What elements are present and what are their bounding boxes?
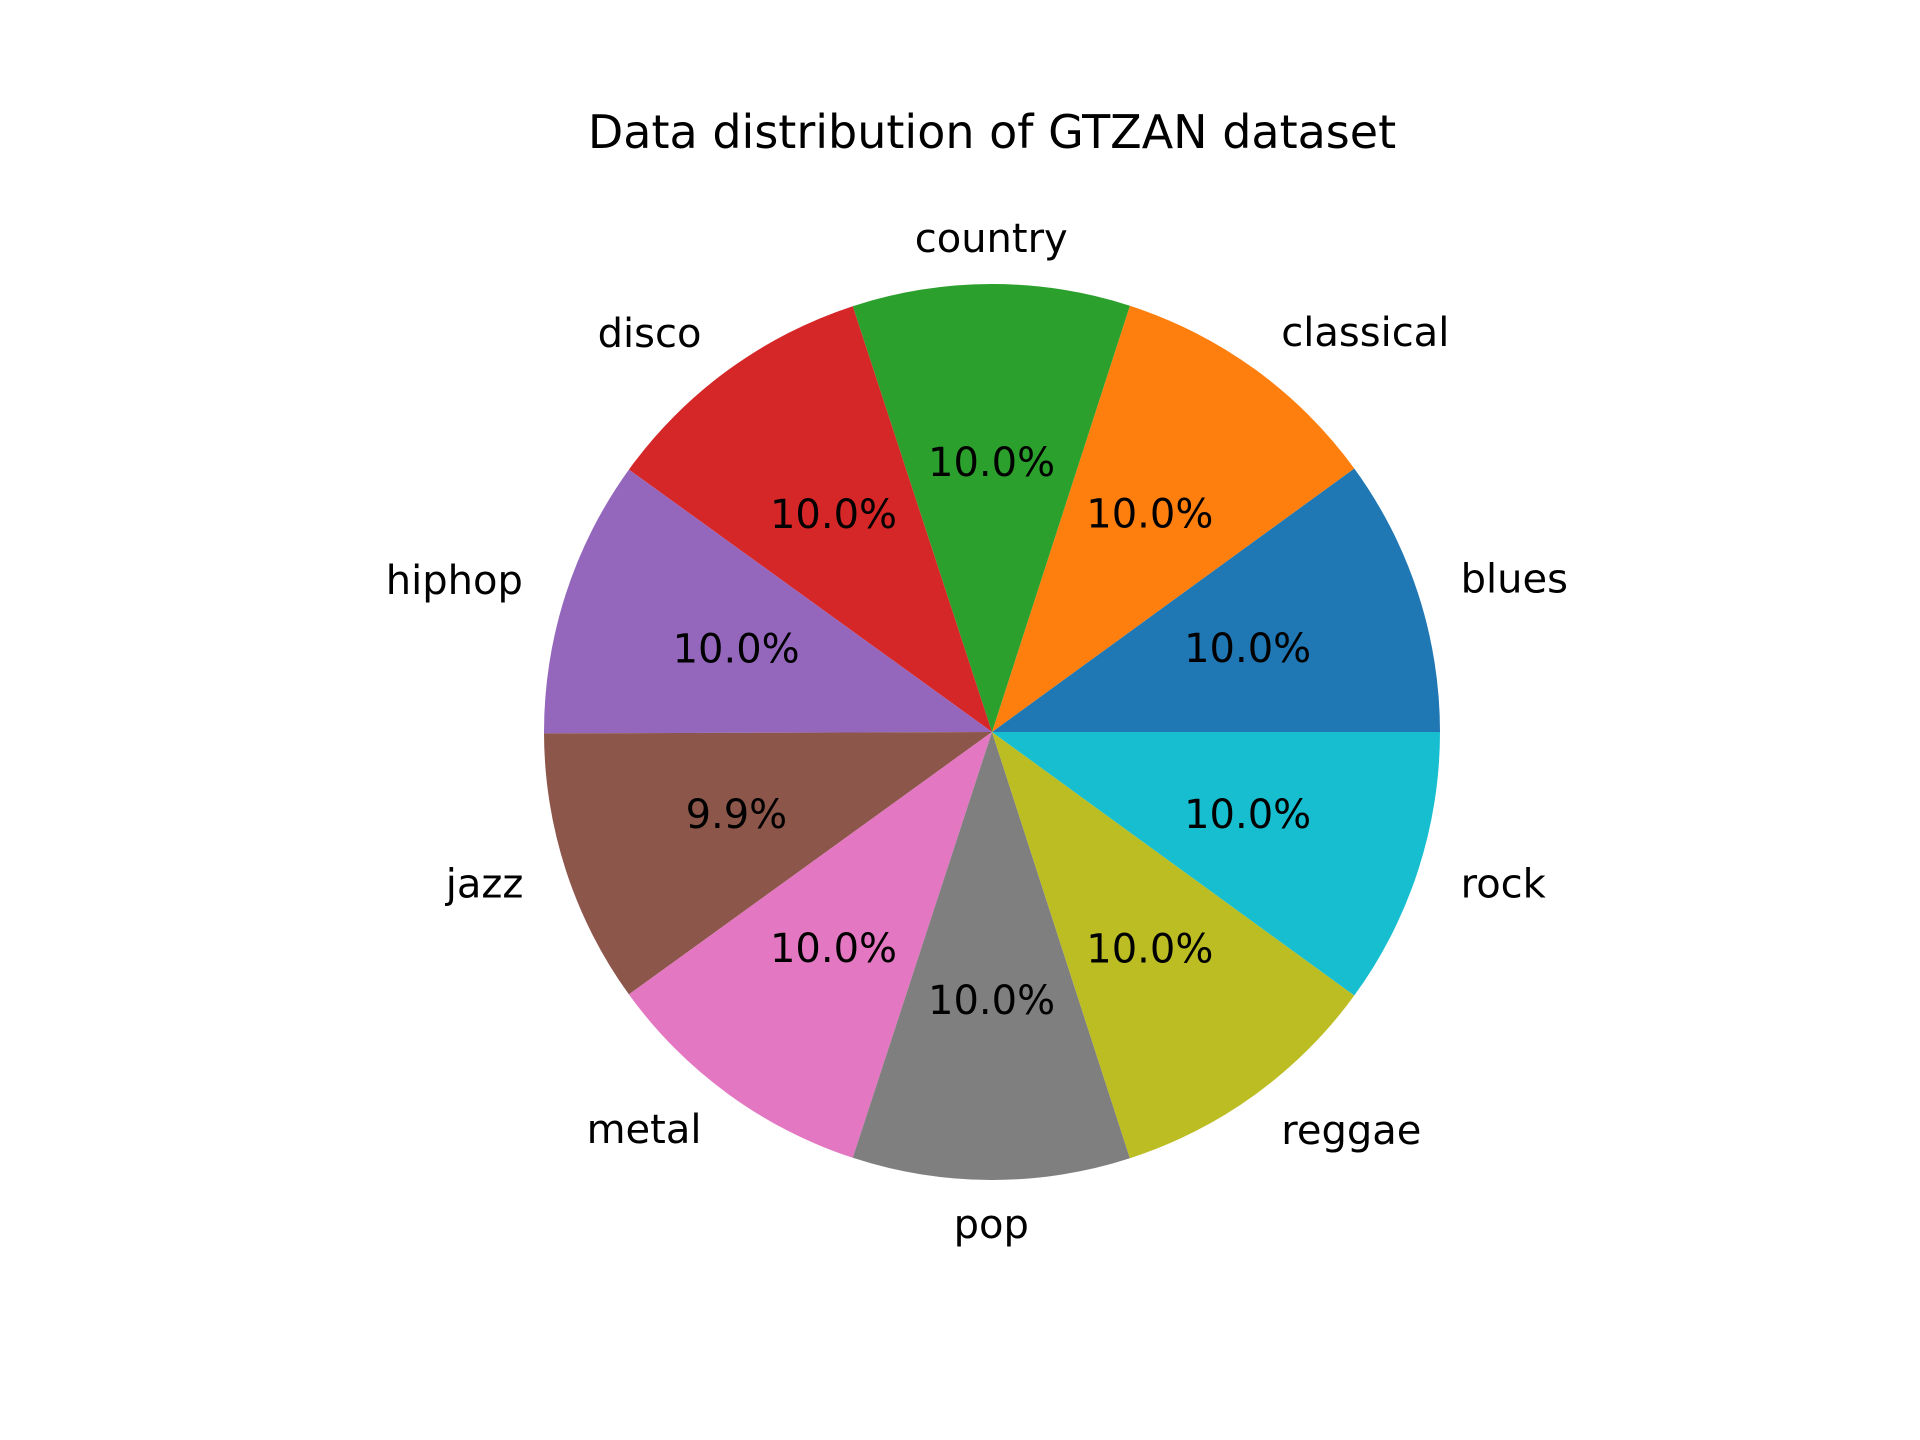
chart-title: Data distribution of GTZAN dataset <box>588 105 1396 159</box>
pie-slice-rock <box>992 732 1440 996</box>
percent-label-metal: 10.0% <box>770 926 897 972</box>
pie-slice-country <box>852 283 1130 732</box>
slice-label-blues: blues <box>1461 557 1568 603</box>
slice-label-pop: pop <box>954 1202 1029 1248</box>
pie-slice-hiphop <box>544 469 992 734</box>
percent-label-classical: 10.0% <box>1086 491 1213 537</box>
percent-label-hiphop: 10.0% <box>673 627 800 673</box>
slice-label-country: country <box>915 216 1068 262</box>
pie-slices <box>544 283 1440 1180</box>
percent-label-pop: 10.0% <box>928 978 1055 1024</box>
slice-label-classical: classical <box>1281 310 1449 356</box>
percent-label-reggae: 10.0% <box>1086 927 1213 973</box>
percent-label-country: 10.0% <box>928 440 1055 486</box>
slice-label-reggae: reggae <box>1281 1108 1421 1154</box>
percent-label-jazz: 9.9% <box>686 792 788 838</box>
percent-labels: 10.0% 10.0% 10.0% 10.0% 10.0% 9.9% 10.0% 10.0% 1… <box>673 440 1312 1024</box>
pie-slice-pop <box>852 732 1130 1180</box>
pie-slice-blues <box>992 468 1440 732</box>
percent-label-rock: 10.0% <box>1184 792 1311 838</box>
slice-label-jazz: jazz <box>445 861 524 907</box>
percent-label-blues: 10.0% <box>1184 626 1311 672</box>
pie-slice-metal <box>628 732 992 1158</box>
pie-slice-classical <box>992 305 1355 732</box>
slice-label-disco: disco <box>598 311 702 357</box>
percent-label-disco: 10.0% <box>770 492 897 538</box>
slice-label-rock: rock <box>1461 861 1547 907</box>
slice-label-hiphop: hiphop <box>386 558 523 604</box>
slice-labels: blues classical country disco hiphop jazz meta… <box>386 216 1568 1248</box>
pie-slice-disco <box>628 306 992 732</box>
pie-slice-reggae <box>992 732 1355 1159</box>
slice-label-metal: metal <box>587 1107 702 1153</box>
pie-slice-jazz <box>544 732 992 995</box>
